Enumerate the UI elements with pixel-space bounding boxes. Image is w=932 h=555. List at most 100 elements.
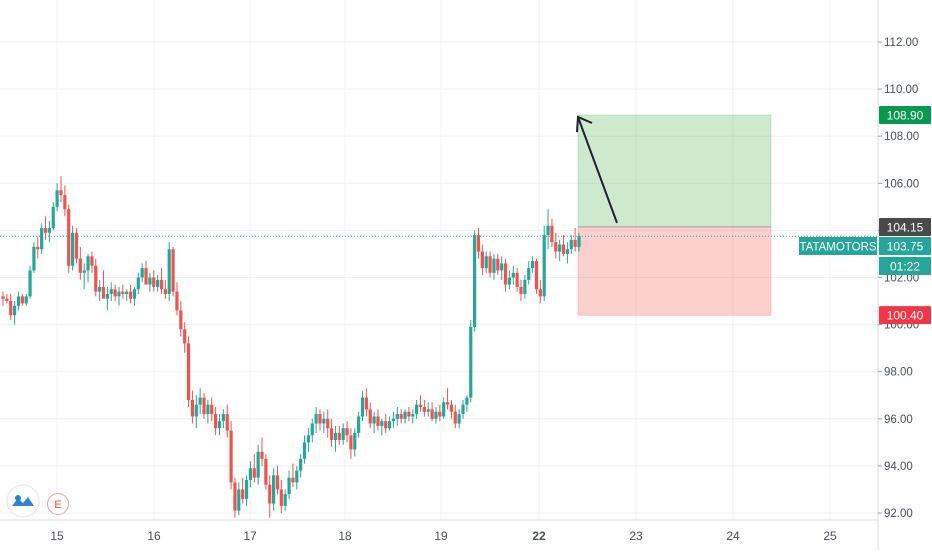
- candle-body-22: [86, 256, 90, 271]
- candle-body-10: [40, 228, 44, 250]
- candle-body-55: [214, 414, 218, 429]
- target-price-label-bg: [879, 106, 931, 125]
- x-tick-label-3: 18: [338, 529, 352, 543]
- candle-body-23: [90, 256, 94, 266]
- y-tick-label-2: 96.00: [884, 414, 913, 426]
- candle-body-57: [221, 414, 225, 422]
- candle-body-148: [573, 239, 577, 247]
- candle-body-29: [113, 289, 117, 297]
- candle-body-67: [260, 451, 264, 459]
- candle-body-43: [167, 249, 171, 294]
- candle-body-39: [152, 277, 156, 287]
- candle-body-19: [74, 232, 79, 259]
- stop-zone[interactable]: [577, 226, 772, 316]
- candle-body-131: [507, 277, 512, 285]
- symbol-label-text: TATAMOTORS: [799, 242, 876, 254]
- candle-body-44: [171, 249, 175, 292]
- candle-body-16: [63, 195, 67, 210]
- tradingview-logo[interactable]: [6, 484, 40, 518]
- candle-body-2: [9, 301, 13, 316]
- candle-body-59: [229, 430, 233, 483]
- candle-body-136: [527, 268, 531, 280]
- candle-body-102: [395, 414, 399, 419]
- candle-body-64: [248, 468, 253, 481]
- arrow-line[interactable]: [577, 116, 618, 224]
- candle-body-139: [538, 289, 542, 297]
- candle-body-103: [399, 414, 403, 419]
- candle-body-48: [186, 343, 191, 400]
- x-tick-label-4: 19: [434, 529, 448, 543]
- candle-body-34: [132, 289, 137, 299]
- candle-body-93: [360, 397, 365, 417]
- candles: [1, 176, 581, 518]
- symbol-label[interactable]: TATAMOTORS: [799, 237, 877, 255]
- candle-body-13: [51, 206, 55, 229]
- candle-body-146: [565, 249, 570, 254]
- candle-body-32: [125, 291, 129, 294]
- candle-body-74: [287, 477, 291, 495]
- current-price-label: 103.75: [879, 237, 931, 255]
- x-tick-label-7: 24: [726, 529, 740, 543]
- candle-body-42: [163, 289, 167, 294]
- candle-body-37: [144, 268, 148, 285]
- candle-body-53: [206, 404, 210, 415]
- candle-body-35: [136, 277, 140, 290]
- candle-body-147: [569, 239, 573, 250]
- y-tick-label-8: 108.00: [884, 131, 919, 143]
- countdown-label-bg: [879, 257, 931, 275]
- candle-body-45: [175, 291, 179, 311]
- candle-body-97: [376, 416, 380, 426]
- candle-body-144: [558, 244, 562, 252]
- candle-body-50: [194, 404, 198, 417]
- y-tick-label-9: 110.00: [884, 84, 918, 96]
- candle-body-99: [384, 421, 388, 429]
- y-tick-label-3: 98.00: [884, 367, 913, 379]
- candle-body-58: [225, 414, 229, 431]
- candle-body-38: [148, 277, 152, 285]
- arrow-head: [576, 115, 593, 133]
- candle-body-143: [554, 242, 558, 252]
- candle-body-126: [488, 256, 492, 273]
- candle-body-52: [202, 397, 206, 415]
- candle-body-121: [469, 326, 473, 398]
- candle-body-41: [159, 279, 164, 290]
- candle-body-105: [407, 411, 411, 417]
- candle-body-123: [476, 235, 481, 252]
- candle-body-6: [24, 296, 28, 304]
- stop-price-label: 100.40: [879, 306, 931, 325]
- candle-body-78: [302, 442, 307, 459]
- candle-body-120: [465, 397, 469, 405]
- candle-body-70: [272, 475, 276, 504]
- price-labels: 108.90 104.15 103.75 01:22 100.40 TATAMOTORS: [799, 106, 931, 325]
- candle-body-63: [244, 480, 249, 499]
- candle-body-124: [480, 251, 484, 269]
- candle-body-81: [314, 414, 318, 424]
- candle-body-75: [291, 477, 295, 483]
- candle-body-125: [484, 256, 488, 269]
- candle-body-73: [283, 494, 287, 506]
- target-price-label: 108.90: [879, 106, 931, 125]
- candle-body-1: [5, 298, 9, 302]
- candle-body-40: [156, 279, 160, 287]
- candle-body-4: [16, 296, 21, 306]
- candle-body-66: [256, 451, 260, 478]
- entry-price-label: 104.15: [879, 218, 931, 236]
- x-tick-label-6: 23: [629, 529, 643, 543]
- current-price-label-text: 103.75: [887, 240, 924, 254]
- axes[interactable]: 92.0094.0096.0098.00100.00102.00104.0010…: [50, 37, 919, 543]
- candle-body-84: [326, 418, 330, 429]
- earnings-badge[interactable]: E: [47, 493, 69, 515]
- symbol-label-bg: [799, 237, 877, 255]
- x-tick-label-8: 25: [823, 529, 837, 543]
- candle-body-109: [422, 407, 426, 412]
- candle-body-110: [426, 409, 430, 412]
- candle-body-8: [32, 246, 36, 271]
- candle-body-130: [503, 263, 508, 285]
- candle-body-142: [550, 225, 554, 243]
- candle-body-80: [310, 423, 314, 436]
- candle-body-15: [59, 190, 63, 196]
- target-zone[interactable]: [577, 114, 772, 228]
- candle-body-72: [279, 489, 283, 506]
- candle-body-69: [268, 484, 272, 504]
- candle-body-127: [492, 258, 496, 273]
